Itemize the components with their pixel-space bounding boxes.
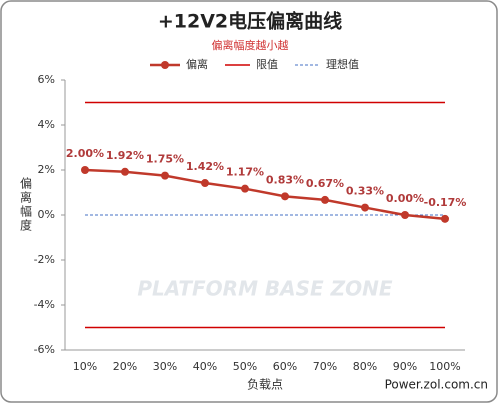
series-line	[84, 168, 446, 221]
data-point	[321, 195, 329, 204]
y-tick-label: -6%	[34, 343, 55, 356]
x-tick-label: 40%	[193, 360, 217, 373]
x-tick-label: 80%	[353, 360, 377, 373]
data-point	[441, 214, 449, 223]
chart-subtitle: 偏离幅度越小越	[212, 38, 289, 52]
legend-label: 理想值	[326, 57, 359, 71]
data-point	[201, 179, 209, 188]
x-tick-label: 90%	[393, 360, 417, 373]
x-tick-label: 20%	[113, 360, 137, 373]
y-tick-label: -4%	[34, 298, 55, 311]
x-tick-label: 30%	[153, 360, 177, 373]
x-tick-label: 70%	[313, 360, 337, 373]
data-label: 1.17%	[226, 166, 264, 179]
data-point	[401, 211, 409, 219]
data-point	[361, 203, 369, 212]
data-point	[281, 192, 289, 201]
data-label: 2.00%	[66, 147, 104, 160]
y-tick-label: 0%	[38, 208, 55, 221]
chart-title: +12V2电压偏离曲线	[158, 10, 342, 33]
data-label: -0.17%	[424, 196, 467, 209]
data-label: 0.67%	[306, 177, 344, 190]
data-label: 0.83%	[266, 173, 304, 186]
x-tick-label: 50%	[233, 360, 257, 373]
data-point	[161, 171, 169, 180]
legend-label: 偏离	[186, 57, 208, 71]
data-label: 1.92%	[106, 149, 144, 162]
data-point	[121, 167, 129, 176]
legend-marker	[161, 61, 169, 69]
data-label: 1.42%	[186, 160, 224, 173]
y-tick-label: 2%	[38, 163, 55, 176]
data-point	[241, 184, 249, 193]
x-tick-label: 60%	[273, 360, 297, 373]
source: Power.zol.com.cn	[385, 378, 488, 392]
watermark: PLATFORM BASE ZONE	[137, 277, 393, 301]
x-axis-label: 负载点	[247, 378, 283, 392]
data-label: 0.00%	[386, 192, 424, 205]
legend-label: 限值	[256, 58, 278, 71]
x-tick-label: 10%	[73, 360, 97, 373]
data-label: 0.33%	[346, 185, 384, 198]
x-tick-label: 100%	[429, 360, 460, 373]
y-tick-label: -2%	[34, 253, 55, 266]
y-tick-label: 4%	[38, 118, 55, 131]
data-label: 1.75%	[146, 153, 184, 166]
y-axis-label: 偏离幅度	[19, 176, 33, 233]
y-tick-label: 6%	[38, 73, 55, 86]
data-point	[81, 166, 89, 174]
